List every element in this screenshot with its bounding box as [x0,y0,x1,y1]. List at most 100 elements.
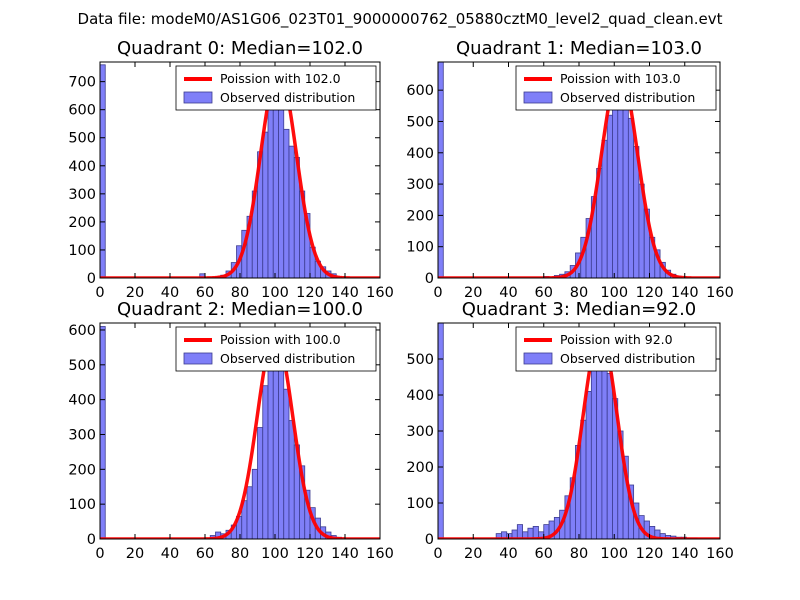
quadrant-0-legend-bar-swatch [183,91,213,104]
quadrant-1-y-tick-label: 400 [406,146,434,162]
quadrant-2-histogram-bar [267,357,274,539]
quadrant-2-poisson-curve [100,331,380,539]
quadrant-3-histogram-bar [601,362,608,539]
quadrant-0-x-tick-label: 80 [231,285,249,301]
quadrant-1-legend-box [515,65,717,111]
quadrant-1-x-tick-label: 20 [464,285,482,301]
quadrant-0-histogram-bar [272,98,279,278]
quadrant-1-legend-label-observed: Observed distribution [560,90,695,105]
quadrant-0-x-tick-label: 100 [261,285,289,301]
quadrant-2-x-tick-label: 0 [95,546,104,562]
figure-title: Data file: modeM0/AS1G06_023T01_90000007… [78,10,723,29]
quadrant-3-x-tick-label: 100 [600,546,628,562]
quadrant-0-histogram-bar [267,100,274,278]
quadrant-0-legend: Poission with 102.0 Observed distribution [175,65,377,111]
quadrant-2-y-tick-label: 200 [68,462,96,478]
quadrant-2-y-tick-label: 500 [68,358,96,374]
quadrant-1-histogram-bar [622,92,629,278]
quadrant-0-y-tick-label: 400 [68,159,96,175]
quadrant-3-legend-bar-swatch [523,352,553,365]
quadrant-1-histogram-bar [612,89,619,278]
quadrant-2-y-tick-label: 0 [87,532,96,548]
quadrant-0-legend-label-observed: Observed distribution [220,90,355,105]
quadrant-3-x-tick-label: 20 [464,546,482,562]
quadrant-0-chart: Quadrant 0: Median=102.0 0 20 40 60 80 100 120 1… [68,38,394,301]
quadrant-1-legend-label-poisson: Poission with 103.0 [560,71,681,86]
quadrant-2-histogram-bar [100,326,106,539]
quadrant-3-histogram-bar [590,358,598,539]
quadrant-0-legend-label-poisson: Poission with 102.0 [220,71,341,86]
quadrant-2-x-tick-label: 140 [331,546,359,562]
quadrant-2-y-tick-label: 600 [68,323,96,339]
quadrant-1-title: Quadrant 1: Median=103.0 [456,38,702,59]
quadrant-0-x-tick-label: 40 [161,285,179,301]
quadrant-3-histogram-bar [516,524,523,539]
quadrant-3-histogram-bar [585,390,592,539]
quadrant-2-chart: Quadrant 2: Median=100.0 0 20 40 60 80 100 120 1… [68,299,394,562]
quadrant-2-x-tick-label: 160 [366,546,394,562]
quadrant-0-histogram-bar [283,128,290,278]
quadrant-2-histogram-bar [257,427,264,539]
quadrant-0-y-tick-label: 0 [87,271,96,287]
quadrant-0-y-tick-label: 700 [68,75,96,91]
quadrant-1-histogram-bar [606,114,613,278]
quadrant-0-x-tick-label: 160 [366,285,394,301]
quadrant-0-x-tick-label: 20 [126,285,144,301]
quadrant-1-legend-bar-swatch [523,91,553,104]
quadrant-0-x-tick-label: 0 [95,285,104,301]
quadrant-1-x-tick-label: 80 [570,285,588,301]
quadrant-0-y-tick-label: 200 [68,215,96,231]
quadrant-1-y-tick-label: 300 [406,177,434,193]
quadrant-3-y-tick-label: 500 [406,352,434,368]
quadrant-0-histogram-bar [262,131,269,278]
quadrant-2-x-tick-label: 80 [231,546,249,562]
quadrant-1-x-tick-label: 140 [671,285,699,301]
quadrant-0-y-tick-label: 600 [68,103,96,119]
quadrant-0-histogram-bar [100,64,106,278]
quadrant-2-title: Quadrant 2: Median=100.0 [117,299,363,320]
quadrant-3-x-tick-label: 160 [706,546,734,562]
quadrant-3-title: Quadrant 3: Median=92.0 [462,299,697,320]
quadrant-2-histogram-bar [283,388,290,539]
quadrant-3-x-tick-label: 40 [499,546,517,562]
quadrant-panels: Quadrant 0: Median=102.0 0 20 40 60 80 100 120 1… [68,38,734,562]
quadrant-2-y-tick-label: 400 [68,393,96,409]
quadrant-1-x-tick-label: 100 [600,285,628,301]
quadrant-1-x-tick-label: 0 [433,285,442,301]
quadrant-3-histogram-bar [606,372,613,539]
quadrant-3-legend: Poission with 92.0 Observed distribution [515,326,717,372]
quadrant-0-y-tick-label: 500 [68,131,96,147]
quadrant-1-y-tick-label: 200 [406,208,434,224]
quadrant-2-legend-bar-swatch [183,352,213,365]
quadrant-0-histogram-bar [288,145,295,278]
quadrant-3-y-tick-label: 200 [406,460,434,476]
quadrant-3-x-tick-label: 80 [570,546,588,562]
quadrant-1-histogram-bar [601,139,608,278]
quadrant-2-histogram-bar [272,343,279,539]
quadrant-1-poisson-curve [438,69,720,278]
quadrant-0-histogram-bar [278,109,285,278]
quadrant-1-histogram-bar [627,117,635,278]
quadrant-2-histogram-bar [246,486,253,539]
quadrant-1-histogram-bar [438,62,444,278]
quadrant-3-y-tick-label: 300 [406,424,434,440]
quadrant-1-legend: Poission with 103.0 Observed distribution [515,65,717,111]
quadrant-2-x-tick-label: 20 [126,546,144,562]
quadrant-2-y-tick-label: 100 [68,497,96,513]
quadrant-0-x-tick-label: 140 [331,285,359,301]
quadrant-3-x-tick-label: 120 [636,546,664,562]
quadrant-2-histogram-bar [262,385,269,539]
quadrant-1-y-tick-label: 600 [406,83,434,99]
quadrant-0-title: Quadrant 0: Median=102.0 [117,38,363,59]
quadrant-2-x-tick-label: 40 [161,546,179,562]
quadrant-2-plot-area [100,326,380,539]
quadrant-0-poisson-curve [100,68,380,278]
quadrant-3-x-tick-label: 0 [433,546,442,562]
quadrant-2-legend: Poission with 100.0 Observed distribution [175,326,377,372]
quadrant-2-x-tick-label: 100 [261,546,289,562]
quadrant-2-histogram-bar [278,353,285,539]
quadrant-1-x-tick-label: 40 [499,285,517,301]
quadrant-3-x-tick-label: 60 [535,546,553,562]
quadrant-2-x-tick-label: 120 [296,546,324,562]
quadrant-3-chart: Quadrant 3: Median=92.0 0 20 40 60 80 100 120 14… [406,299,734,562]
